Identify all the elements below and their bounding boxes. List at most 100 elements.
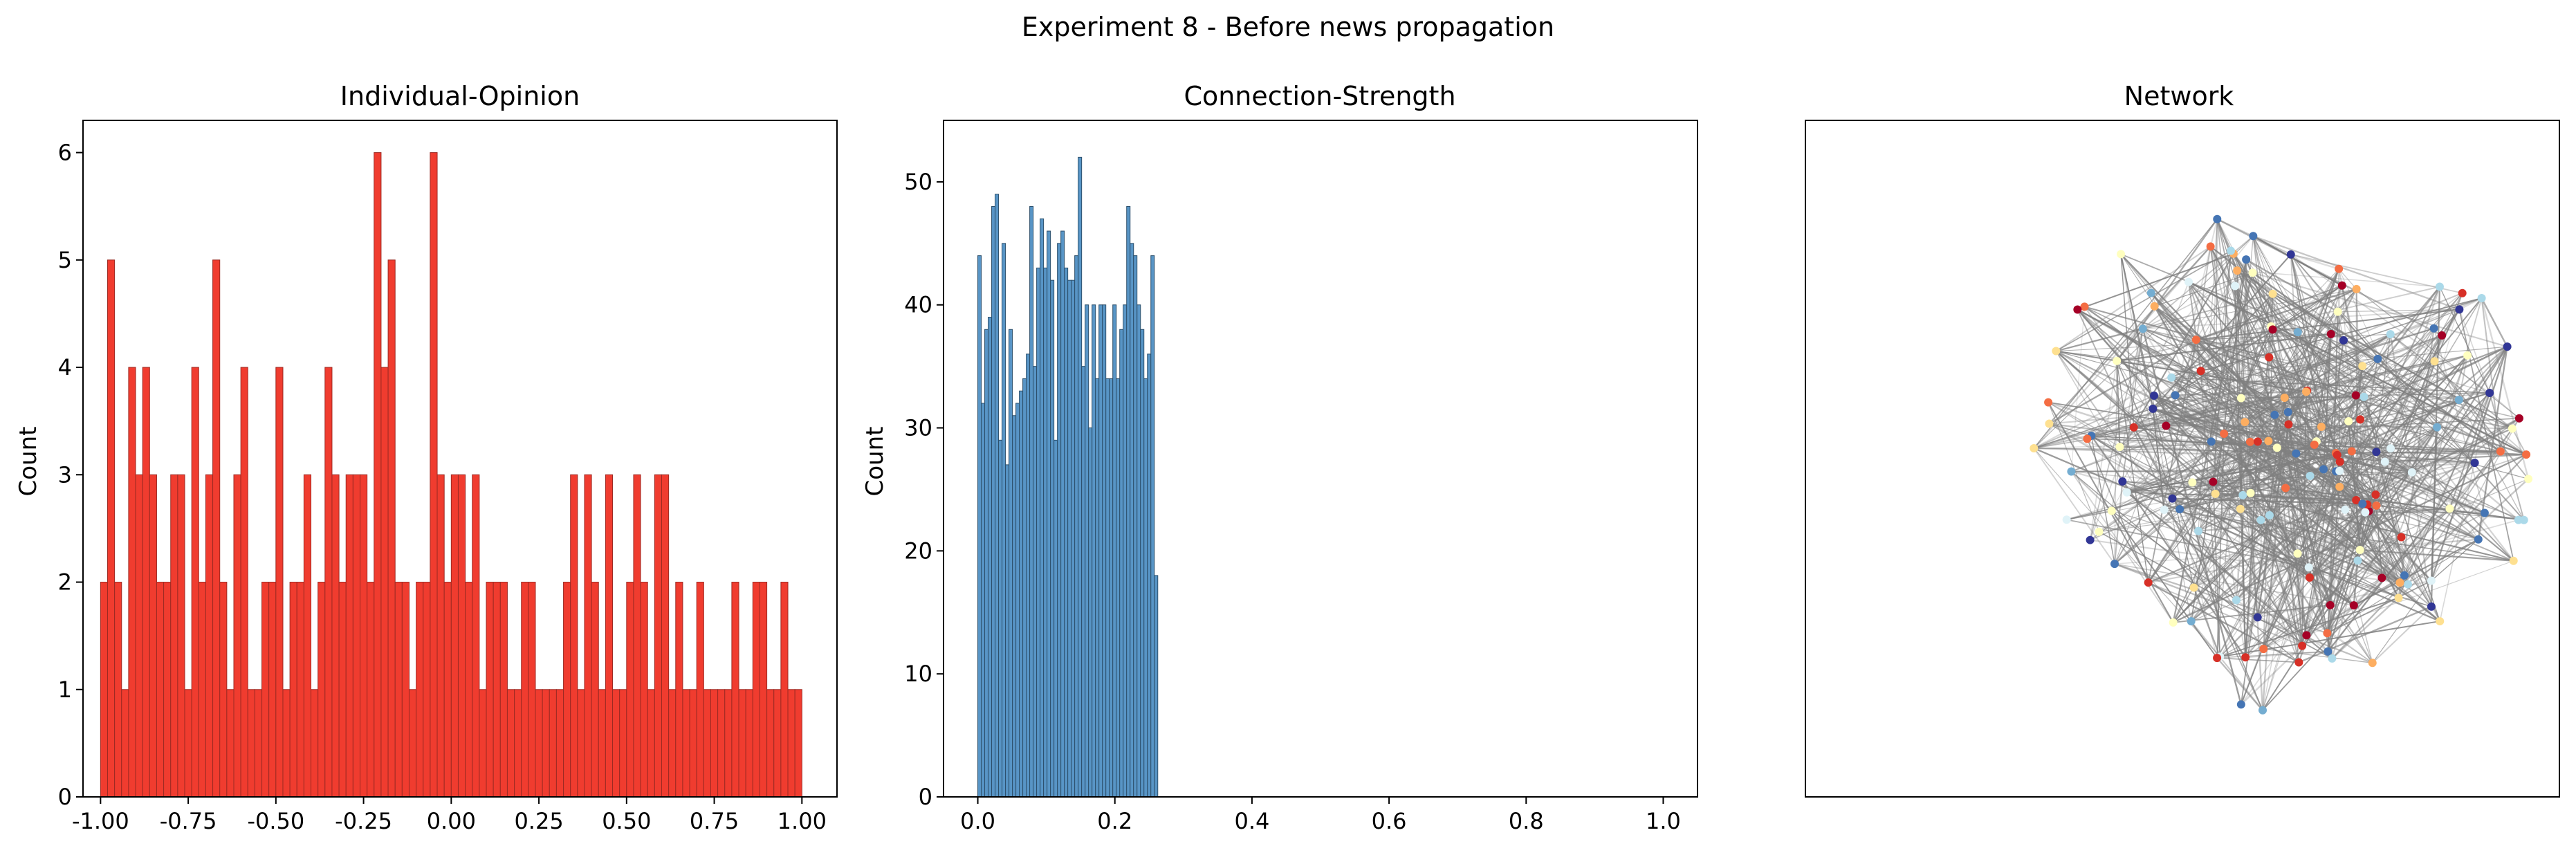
y-tick-label: 20 [904,537,932,564]
network-edge [2213,335,2442,483]
network-node [2175,505,2184,514]
network-edge [2290,253,2463,294]
network-edge [2263,577,2382,650]
network-node [2386,330,2395,339]
network-edge [2288,365,2363,413]
histogram-bar [1026,353,1031,798]
network-node [2480,508,2489,517]
network-node [2236,504,2245,513]
network-node [2372,448,2381,457]
network-edge [2301,365,2364,646]
network-edge [2327,462,2476,652]
network-edge [2048,402,2100,533]
network-node [2514,414,2523,423]
network-node [2403,580,2412,589]
network-node [2238,490,2247,499]
histogram-bar [977,255,982,798]
histogram-bar [423,582,431,798]
histogram-bar [114,582,122,798]
network-edge [2120,253,2378,360]
histogram-bar [1133,255,1138,798]
network-edge [2191,481,2303,647]
network-node [2293,549,2302,558]
network-node [2248,268,2257,277]
network-edge [2056,351,2459,401]
network-edge [2151,292,2275,416]
histogram-bar [450,474,459,798]
network-edge [2090,285,2236,436]
histogram-bar [780,582,789,798]
network-edge [2223,333,2391,434]
panel-connection-strength: Connection-Strength Count 0.0 0.2 0.4 0.6 0.… [861,81,1698,834]
histogram-bar [794,689,802,798]
network-node [2292,449,2301,458]
network-node [2150,302,2159,311]
network-node [2146,288,2155,297]
network-edge [2055,350,2265,650]
network-node [2044,398,2053,407]
network-edge [2198,530,2310,569]
y-tick-label: 2 [58,569,72,596]
network-edge [2290,254,2476,463]
histogram-bar [486,582,494,798]
histogram-bar [443,582,452,798]
network-edge [2297,418,2520,554]
network-node [2122,488,2131,497]
network-edge [2099,531,2333,659]
chart-title: Connection-Strength [1184,81,1455,111]
network-node [2095,527,2104,536]
histogram-bar [457,474,466,798]
histogram-bar [1088,428,1093,798]
histogram-bar [240,367,248,798]
network-node [2373,354,2382,363]
histogram-bar [226,689,234,798]
network-node [2407,468,2416,477]
histogram-bar [626,582,634,798]
x-tick-label: 0.4 [1234,808,1269,834]
network-edge [2048,246,2211,425]
network-edge [2071,309,2460,472]
network-node [2380,457,2389,466]
network-edge [2330,392,2490,606]
histogram-bar [100,582,108,798]
network-node [2241,418,2250,427]
network-edge [2351,450,2485,514]
network-node [2264,436,2273,445]
network-edge [2375,494,2479,540]
network-node [2268,325,2277,334]
histogram-bar [149,474,157,798]
network-edge [2336,461,2475,472]
histogram-bar [661,474,670,798]
network-edge [2257,441,2361,551]
network-edge [2326,346,2508,634]
network-edge [2363,396,2402,537]
network-edges [2033,218,2530,711]
network-node [2272,443,2281,452]
network-edge [2234,285,2272,327]
network-edge [2173,454,2527,623]
network-graph [2030,214,2533,715]
network-node [2355,545,2364,554]
network-node [2253,437,2262,446]
network-edge [2111,510,2432,607]
network-node [2086,535,2095,544]
network-node [2310,440,2319,449]
network-node [2160,505,2169,514]
network-node [2207,437,2216,446]
network-edge [2122,329,2144,482]
network-node [2115,443,2124,452]
network-edge [2348,346,2508,422]
network-edge [2263,605,2355,650]
network-node [2220,429,2229,438]
network-edge [2245,508,2450,658]
network-node [2191,335,2200,344]
network-node [2324,647,2333,656]
histogram-bar [991,205,996,798]
network-edge [2198,268,2339,532]
network-edge [2458,355,2469,401]
network-node [2359,392,2368,401]
histogram-bar [675,582,683,798]
network-node [2083,434,2092,443]
network-node [2233,266,2242,275]
network-edge [2263,648,2373,663]
